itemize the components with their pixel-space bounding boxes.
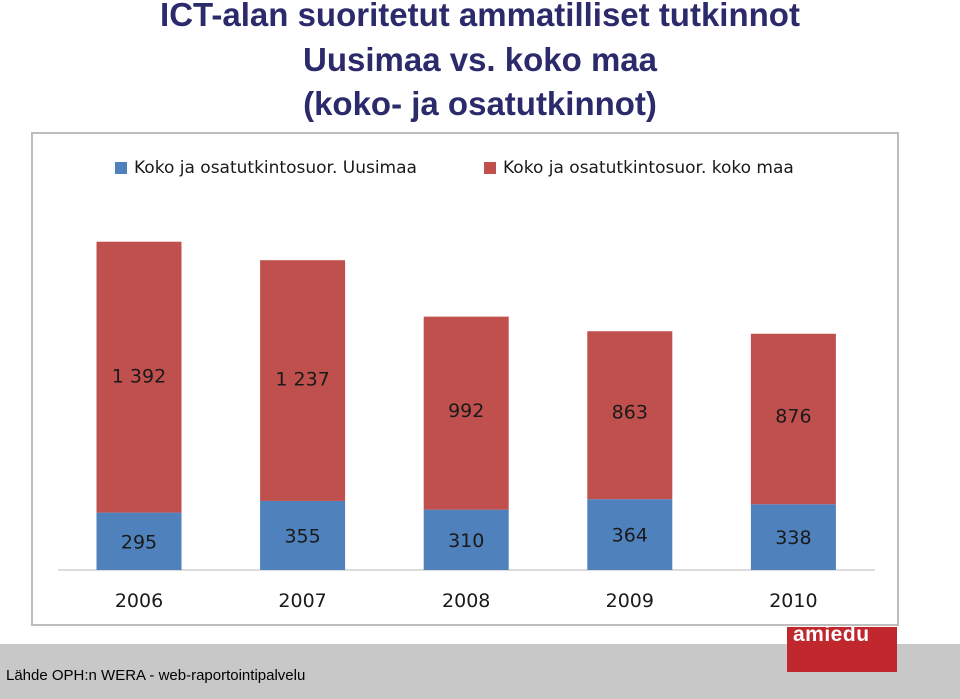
bar-1-2006 — [96, 241, 182, 513]
x-tick-label-2008: 2008 — [442, 590, 490, 612]
data-label-0-2009: 364 — [612, 525, 648, 547]
legend-label-1: Koko ja osatutkintosuor. koko maa — [503, 158, 794, 178]
title-line-3: (koko- ja osatutkinnot) — [303, 85, 657, 122]
legend-label-0: Koko ja osatutkintosuor. Uusimaa — [134, 158, 417, 178]
bar-0-2010 — [750, 504, 836, 570]
data-label-0-2010: 338 — [775, 527, 811, 549]
bar-0-2009 — [587, 499, 673, 570]
stacked-bar-chart: Koko ja osatutkintosuor. Uusimaa Koko ja … — [58, 158, 875, 612]
data-label-1-2007: 1 237 — [275, 368, 329, 390]
data-label-0-2008: 310 — [448, 530, 484, 552]
bar-0-2008 — [423, 509, 509, 570]
title-line-1: ICT-alan suoritetut ammatilliset tutkinn… — [160, 0, 800, 33]
bar-0-2006 — [96, 512, 182, 570]
bar-1-2010 — [750, 333, 836, 505]
bar-0-2007 — [260, 500, 346, 570]
source-text: Lähde OPH:n WERA - web-raportointipalvel… — [6, 667, 306, 684]
logo-text: amiedu — [793, 627, 870, 646]
data-label-1-2010: 876 — [775, 405, 811, 427]
bar-1-2007 — [260, 260, 346, 501]
data-label-0-2006: 295 — [121, 531, 157, 553]
x-tick-label-2006: 2006 — [115, 590, 163, 612]
bar-1-2008 — [423, 316, 509, 510]
legend-swatch-1 — [484, 162, 496, 174]
x-tick-label-2007: 2007 — [278, 590, 326, 612]
chart-area: Koko ja osatutkintosuor. Uusimaa Koko ja … — [31, 132, 899, 626]
data-label-1-2006: 1 392 — [112, 366, 166, 388]
data-label-1-2008: 992 — [448, 400, 484, 422]
title-line-2: Uusimaa vs. koko maa — [302, 41, 657, 78]
data-label-0-2007: 355 — [284, 525, 320, 547]
legend-swatch-0 — [115, 162, 127, 174]
x-tick-label-2009: 2009 — [606, 590, 654, 612]
bar-1-2009 — [587, 331, 673, 500]
x-tick-label-2010: 2010 — [769, 590, 817, 612]
amiedu-logo: amiedu — [787, 627, 897, 672]
data-label-1-2009: 863 — [612, 402, 648, 424]
